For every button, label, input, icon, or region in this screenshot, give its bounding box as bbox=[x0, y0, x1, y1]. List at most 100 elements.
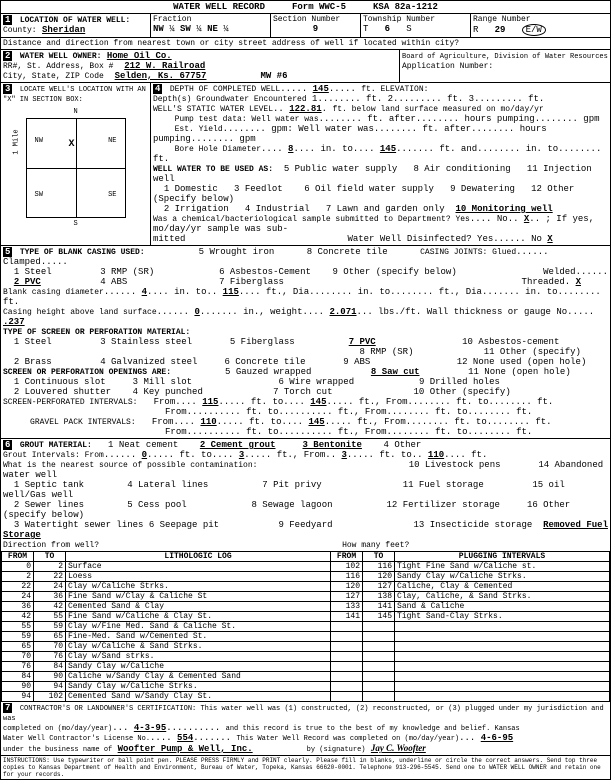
water-well-record-form: WATER WELL RECORD Form WWC-5 KSA 82a-121… bbox=[0, 0, 611, 780]
addr-value: 212 W. Railroad bbox=[124, 61, 205, 71]
frac2: SW bbox=[180, 24, 191, 34]
biz: Woofter Pump & Well, Inc. bbox=[118, 744, 253, 754]
spi-t1: 145 bbox=[310, 397, 326, 407]
table-cell: 65 bbox=[34, 632, 66, 642]
p1: 1 Steel bbox=[14, 337, 52, 347]
mitted: mitted bbox=[153, 234, 185, 244]
c6: 6 Asbestos-Cement bbox=[219, 267, 311, 277]
lic: 554 bbox=[177, 733, 193, 743]
table-cell: Cemented Sand & Clay bbox=[66, 602, 331, 612]
joints-label: CASING JOINTS: Glued bbox=[420, 248, 516, 257]
mile-label: 1 Mile bbox=[12, 129, 20, 154]
n11: 11 Fuel storage bbox=[403, 480, 484, 490]
frac1: NW bbox=[153, 24, 164, 34]
joints-threaded: Threaded bbox=[522, 277, 565, 287]
table-cell bbox=[363, 622, 395, 632]
perf-label: TYPE OF SCREEN OR PERFORATION MATERIAL: bbox=[3, 328, 190, 337]
n4: 4 Lateral lines bbox=[127, 480, 208, 490]
chals: 0 bbox=[194, 307, 199, 317]
bore-ft2: in. to bbox=[526, 144, 558, 154]
g3: 3 Bentonite bbox=[303, 440, 362, 450]
gi-t1: 3 bbox=[239, 450, 244, 460]
table-cell bbox=[395, 692, 610, 702]
table-cell bbox=[331, 682, 363, 692]
bore-ft: ft. and bbox=[439, 144, 477, 154]
use-label: WELL WATER TO BE USED AS: bbox=[153, 165, 273, 174]
gi-ft: ft. bbox=[471, 450, 487, 460]
table-cell: 141 bbox=[363, 602, 395, 612]
table-cell bbox=[331, 632, 363, 642]
fraction-label: Fraction bbox=[153, 15, 268, 24]
n2: 2 Sewer lines bbox=[14, 500, 84, 510]
chals-lbs: lbs./ft. Wall thickness or gauge No. bbox=[378, 307, 572, 317]
p10: 10 Asbestos-cement bbox=[462, 337, 559, 347]
disinf-no: No bbox=[531, 234, 542, 244]
bcd-label: Blank casing diameter bbox=[3, 288, 104, 297]
u2: 2 Irrigation bbox=[164, 204, 229, 214]
section-5-num: 5 bbox=[3, 247, 12, 257]
table-row: 4255Fine Sand w/Caliche & Clay St.141145… bbox=[2, 612, 610, 622]
spi-ft4: ft., From bbox=[338, 407, 387, 417]
spi-label: SCREEN-PERFORATED INTERVALS: bbox=[3, 398, 137, 407]
county-value: Sheridan bbox=[42, 25, 85, 35]
gw-ft: ft. bbox=[528, 94, 544, 104]
form-title: WATER WELL RECORD bbox=[173, 2, 265, 12]
spi-ft3: ft. bbox=[537, 397, 553, 407]
table-cell: 90 bbox=[34, 672, 66, 682]
table-row: 2436Fine Sand w/Clay & Caliche St127138C… bbox=[2, 592, 610, 602]
gi-label: Grout Intervals: From bbox=[3, 451, 104, 460]
n9: 9 Feedyard bbox=[278, 520, 332, 530]
table-cell: 145 bbox=[363, 612, 395, 622]
n5: 5 Cess pool bbox=[127, 500, 186, 510]
spi-ft2: ft. to bbox=[456, 397, 488, 407]
disinf: Water Well Disinfected? Yes bbox=[347, 234, 493, 244]
table-row: 8490Caliche w/Sandy Clay & Cemented Sand bbox=[2, 672, 610, 682]
chem-no: No bbox=[497, 214, 508, 224]
table-cell: Sandy Clay w/Caliche bbox=[66, 662, 331, 672]
n8: 8 Sewage lagoon bbox=[251, 500, 332, 510]
th-from2: FROM bbox=[331, 552, 363, 562]
n6: 6 Seepage pit bbox=[149, 520, 219, 530]
p4: 4 Galvanized steel bbox=[100, 357, 197, 367]
bore-to: 145 bbox=[380, 144, 396, 154]
q-ne: NE bbox=[108, 137, 116, 145]
chals-in: in., weight bbox=[243, 307, 302, 317]
table-cell: Fine Sand w/Caliche & Clay St. bbox=[66, 612, 331, 622]
table-cell: Tight Sand-Clay Strks. bbox=[395, 612, 610, 622]
table-cell: 59 bbox=[2, 632, 34, 642]
table-cell: 116 bbox=[331, 572, 363, 582]
table-cell: 36 bbox=[2, 602, 34, 612]
table-cell: Caliche w/Sandy Clay & Cemented Sand bbox=[66, 672, 331, 682]
pump-hrs: hours pumping bbox=[464, 114, 534, 124]
n1: 1 Septic tank bbox=[14, 480, 84, 490]
chem-label: Was a chemical/bacteriological sample su… bbox=[153, 215, 470, 224]
location-box: N S 1 Mile NW NE SW SE X bbox=[16, 108, 136, 228]
table-cell: 102 bbox=[331, 562, 363, 572]
table-cell bbox=[363, 682, 395, 692]
pump-gpm: gpm bbox=[583, 114, 599, 124]
x-mark: X bbox=[69, 139, 75, 150]
u5: 5 Public water supply bbox=[284, 164, 397, 174]
board-label: Board of Agriculture, Division of Water … bbox=[402, 53, 608, 61]
gpi-to2: ft. to bbox=[246, 427, 278, 437]
table-cell bbox=[331, 642, 363, 652]
range-ew: E/W bbox=[522, 24, 546, 36]
o6: 6 Wire wrapped bbox=[279, 377, 355, 387]
spi-from: From bbox=[154, 397, 176, 407]
est-gpm: gpm: Well water was bbox=[271, 124, 374, 134]
open-label: SCREEN OR PERFORATION OPENINGS ARE: bbox=[3, 368, 171, 377]
pump-after: ft. after bbox=[367, 114, 416, 124]
p5: 5 Fiberglass bbox=[230, 337, 295, 347]
p6: 6 Concrete tile bbox=[224, 357, 305, 367]
o3: 3 Mill slot bbox=[133, 377, 192, 387]
township-value: 6 bbox=[385, 24, 390, 34]
gpi-ft2: ft. to bbox=[454, 417, 486, 427]
table-row: 6570Clay w/Caliche & Sand Strks. bbox=[2, 642, 610, 652]
township-s: S bbox=[406, 24, 411, 34]
pump-label: Pump test data: Well water was bbox=[175, 115, 319, 124]
s1-label: LOCATION OF WATER WELL: bbox=[20, 16, 130, 25]
o10: 10 Other (specify) bbox=[414, 387, 511, 397]
u4: 4 Industrial bbox=[245, 204, 310, 214]
gi-t2: 110 bbox=[428, 450, 444, 460]
owner-value: Home Oil Co. bbox=[107, 51, 172, 61]
